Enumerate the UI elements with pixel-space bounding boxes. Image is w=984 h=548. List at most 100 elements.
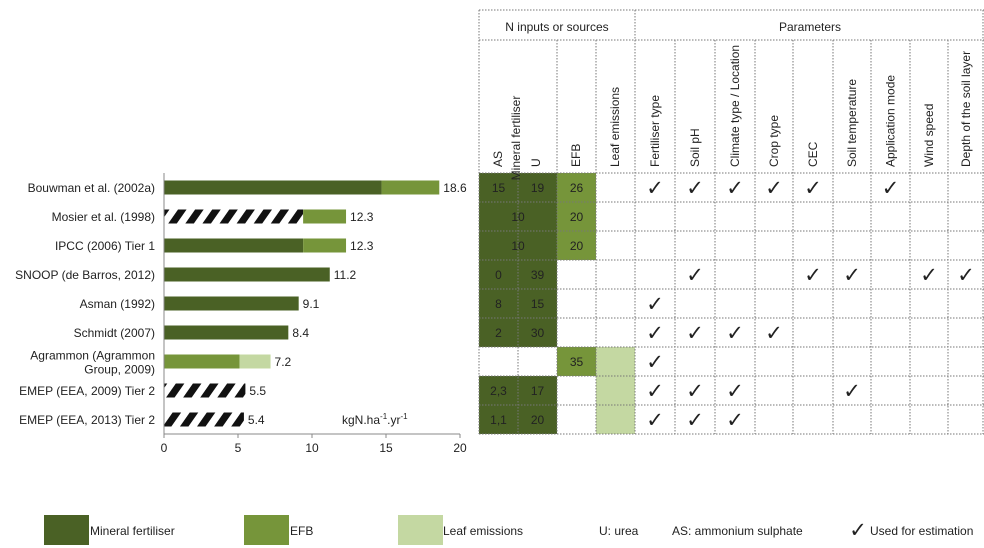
column-header-soil-temperature: Soil temperature xyxy=(845,79,859,167)
column-header-efb: EFB xyxy=(569,144,583,167)
table-cell-value: 8 xyxy=(495,297,502,311)
table-cell-value: 2,3 xyxy=(490,384,507,398)
bar-plot-area: 18.6 Bouwman et al. (2002a) 12.3 Mosier et … xyxy=(15,180,467,427)
check-icon: ✓ xyxy=(686,380,704,403)
legend-swatch-leaf xyxy=(398,515,443,545)
bar-total-label: 9.1 xyxy=(303,297,320,311)
check-icon: ✓ xyxy=(765,322,783,345)
category-label: Mosier et al. (1998) xyxy=(52,210,155,224)
bar-efb xyxy=(164,354,240,369)
check-icon: ✓ xyxy=(646,177,664,200)
table-cell-value: 1,1 xyxy=(490,413,507,427)
table-cell-value: 30 xyxy=(531,326,545,340)
x-tick-label: 20 xyxy=(453,441,467,455)
legend-label-mineral: Mineral fertiliser xyxy=(90,524,175,538)
table-cell-mineral xyxy=(479,173,518,202)
table-cell-efb xyxy=(557,231,596,260)
column-header-crop-type: Crop type xyxy=(767,115,781,167)
category-label: Asman (1992) xyxy=(80,297,155,311)
legend-check-icon: ✓ xyxy=(849,519,867,542)
bar-efb xyxy=(381,180,440,195)
bar-total-label: 5.5 xyxy=(249,384,266,398)
bar-total-label: 12.3 xyxy=(350,210,374,224)
table-cell-value: 15 xyxy=(531,297,545,311)
check-icon: ✓ xyxy=(726,177,744,200)
table-cell-efb xyxy=(557,202,596,231)
category-label: Group, 2009) xyxy=(84,363,155,377)
x-tick-label: 15 xyxy=(379,441,393,455)
table-cell-mineral xyxy=(518,260,557,289)
category-label: SNOOP (de Barros, 2012) xyxy=(15,268,155,282)
column-header-leaf-emissions: Leaf emissions xyxy=(608,87,622,167)
check-icon: ✓ xyxy=(765,177,783,200)
column-header-application-mode: Application mode xyxy=(884,75,898,167)
x-tick-label: 5 xyxy=(235,441,242,455)
table-cell-mineral xyxy=(518,405,557,434)
unit-label: kgN.ha-1.yr-1 xyxy=(342,412,408,427)
x-axis: 0 5 10 15 20 xyxy=(161,173,467,455)
bar-efb xyxy=(303,238,347,253)
legend-label-efb: EFB xyxy=(290,524,313,538)
x-tick-label: 10 xyxy=(305,441,319,455)
table-cell-mineral xyxy=(518,289,557,318)
check-icon: ✓ xyxy=(686,409,704,432)
bar-total-label: 18.6 xyxy=(443,181,467,195)
table-cell-value: 10 xyxy=(511,210,525,224)
check-icon: ✓ xyxy=(882,177,900,200)
column-header-soil-ph: Soil pH xyxy=(688,128,702,167)
table-cell-value: 20 xyxy=(570,239,584,253)
x-tick-label: 0 xyxy=(161,441,168,455)
bar-mineral-fertiliser xyxy=(164,296,299,311)
check-icon: ✓ xyxy=(804,264,822,287)
check-icon: ✓ xyxy=(726,322,744,345)
legend-swatch-mineral xyxy=(44,515,89,545)
column-header-cec: CEC xyxy=(806,141,820,167)
bar-total-label: 7.2 xyxy=(275,355,292,369)
table-cell-value: 15 xyxy=(492,181,506,195)
bar-mineral-fertiliser xyxy=(164,383,246,398)
table-cell-mineral xyxy=(518,173,557,202)
legend: Mineral fertiliser EFB Leaf emissions U: ur… xyxy=(44,515,973,545)
check-icon: ✓ xyxy=(686,322,704,345)
table-cell-value: 17 xyxy=(531,384,545,398)
table-cell-value: 20 xyxy=(570,210,584,224)
category-label: Agrammon (Agrammon xyxy=(30,349,155,363)
bar-mineral-fertiliser xyxy=(164,325,289,340)
table-cell-leaf xyxy=(596,405,635,434)
column-header-climate-type-location: Climate type / Location xyxy=(728,45,742,167)
legend-label-as: AS: ammonium sulphate xyxy=(672,524,803,538)
table-cell-value: 39 xyxy=(531,268,545,282)
bar-total-label: 11.2 xyxy=(334,268,357,282)
legend-label-leaf: Leaf emissions xyxy=(443,524,523,538)
bar-total-label: 5.4 xyxy=(248,413,265,427)
table-cell-value: 2 xyxy=(495,326,502,340)
table-cell-value: 35 xyxy=(570,355,584,369)
table-cell-efb xyxy=(557,347,596,376)
category-label: IPCC (2006) Tier 1 xyxy=(55,239,155,253)
column-header-u: U xyxy=(529,158,543,167)
parameters-header: Parameters xyxy=(779,20,841,34)
legend-label-used: Used for estimation xyxy=(870,524,973,538)
check-icon: ✓ xyxy=(843,380,861,403)
check-icon: ✓ xyxy=(804,177,822,200)
table-cell-mineral xyxy=(518,376,557,405)
n-inputs-header: N inputs or sources xyxy=(505,20,608,34)
table-cell-leaf xyxy=(596,347,635,376)
legend-label-urea: U: urea xyxy=(599,524,639,538)
check-icon: ✓ xyxy=(646,380,664,403)
category-label: Bouwman et al. (2002a) xyxy=(28,181,155,195)
bar-mineral-fertiliser xyxy=(164,412,244,427)
table-cell-value: 0 xyxy=(495,268,502,282)
column-header-depth-of-the-soil-layer: Depth of the soil layer xyxy=(959,51,973,167)
bar-efb xyxy=(303,209,347,224)
column-header-as: AS xyxy=(491,151,505,167)
table-cell-value: 20 xyxy=(531,413,545,427)
check-icon: ✓ xyxy=(686,177,704,200)
check-icon: ✓ xyxy=(646,409,664,432)
table-cell-mineral xyxy=(479,289,518,318)
legend-swatch-efb xyxy=(244,515,289,545)
bar-mineral-fertiliser xyxy=(164,267,330,282)
table-cell-mineral xyxy=(479,376,518,405)
